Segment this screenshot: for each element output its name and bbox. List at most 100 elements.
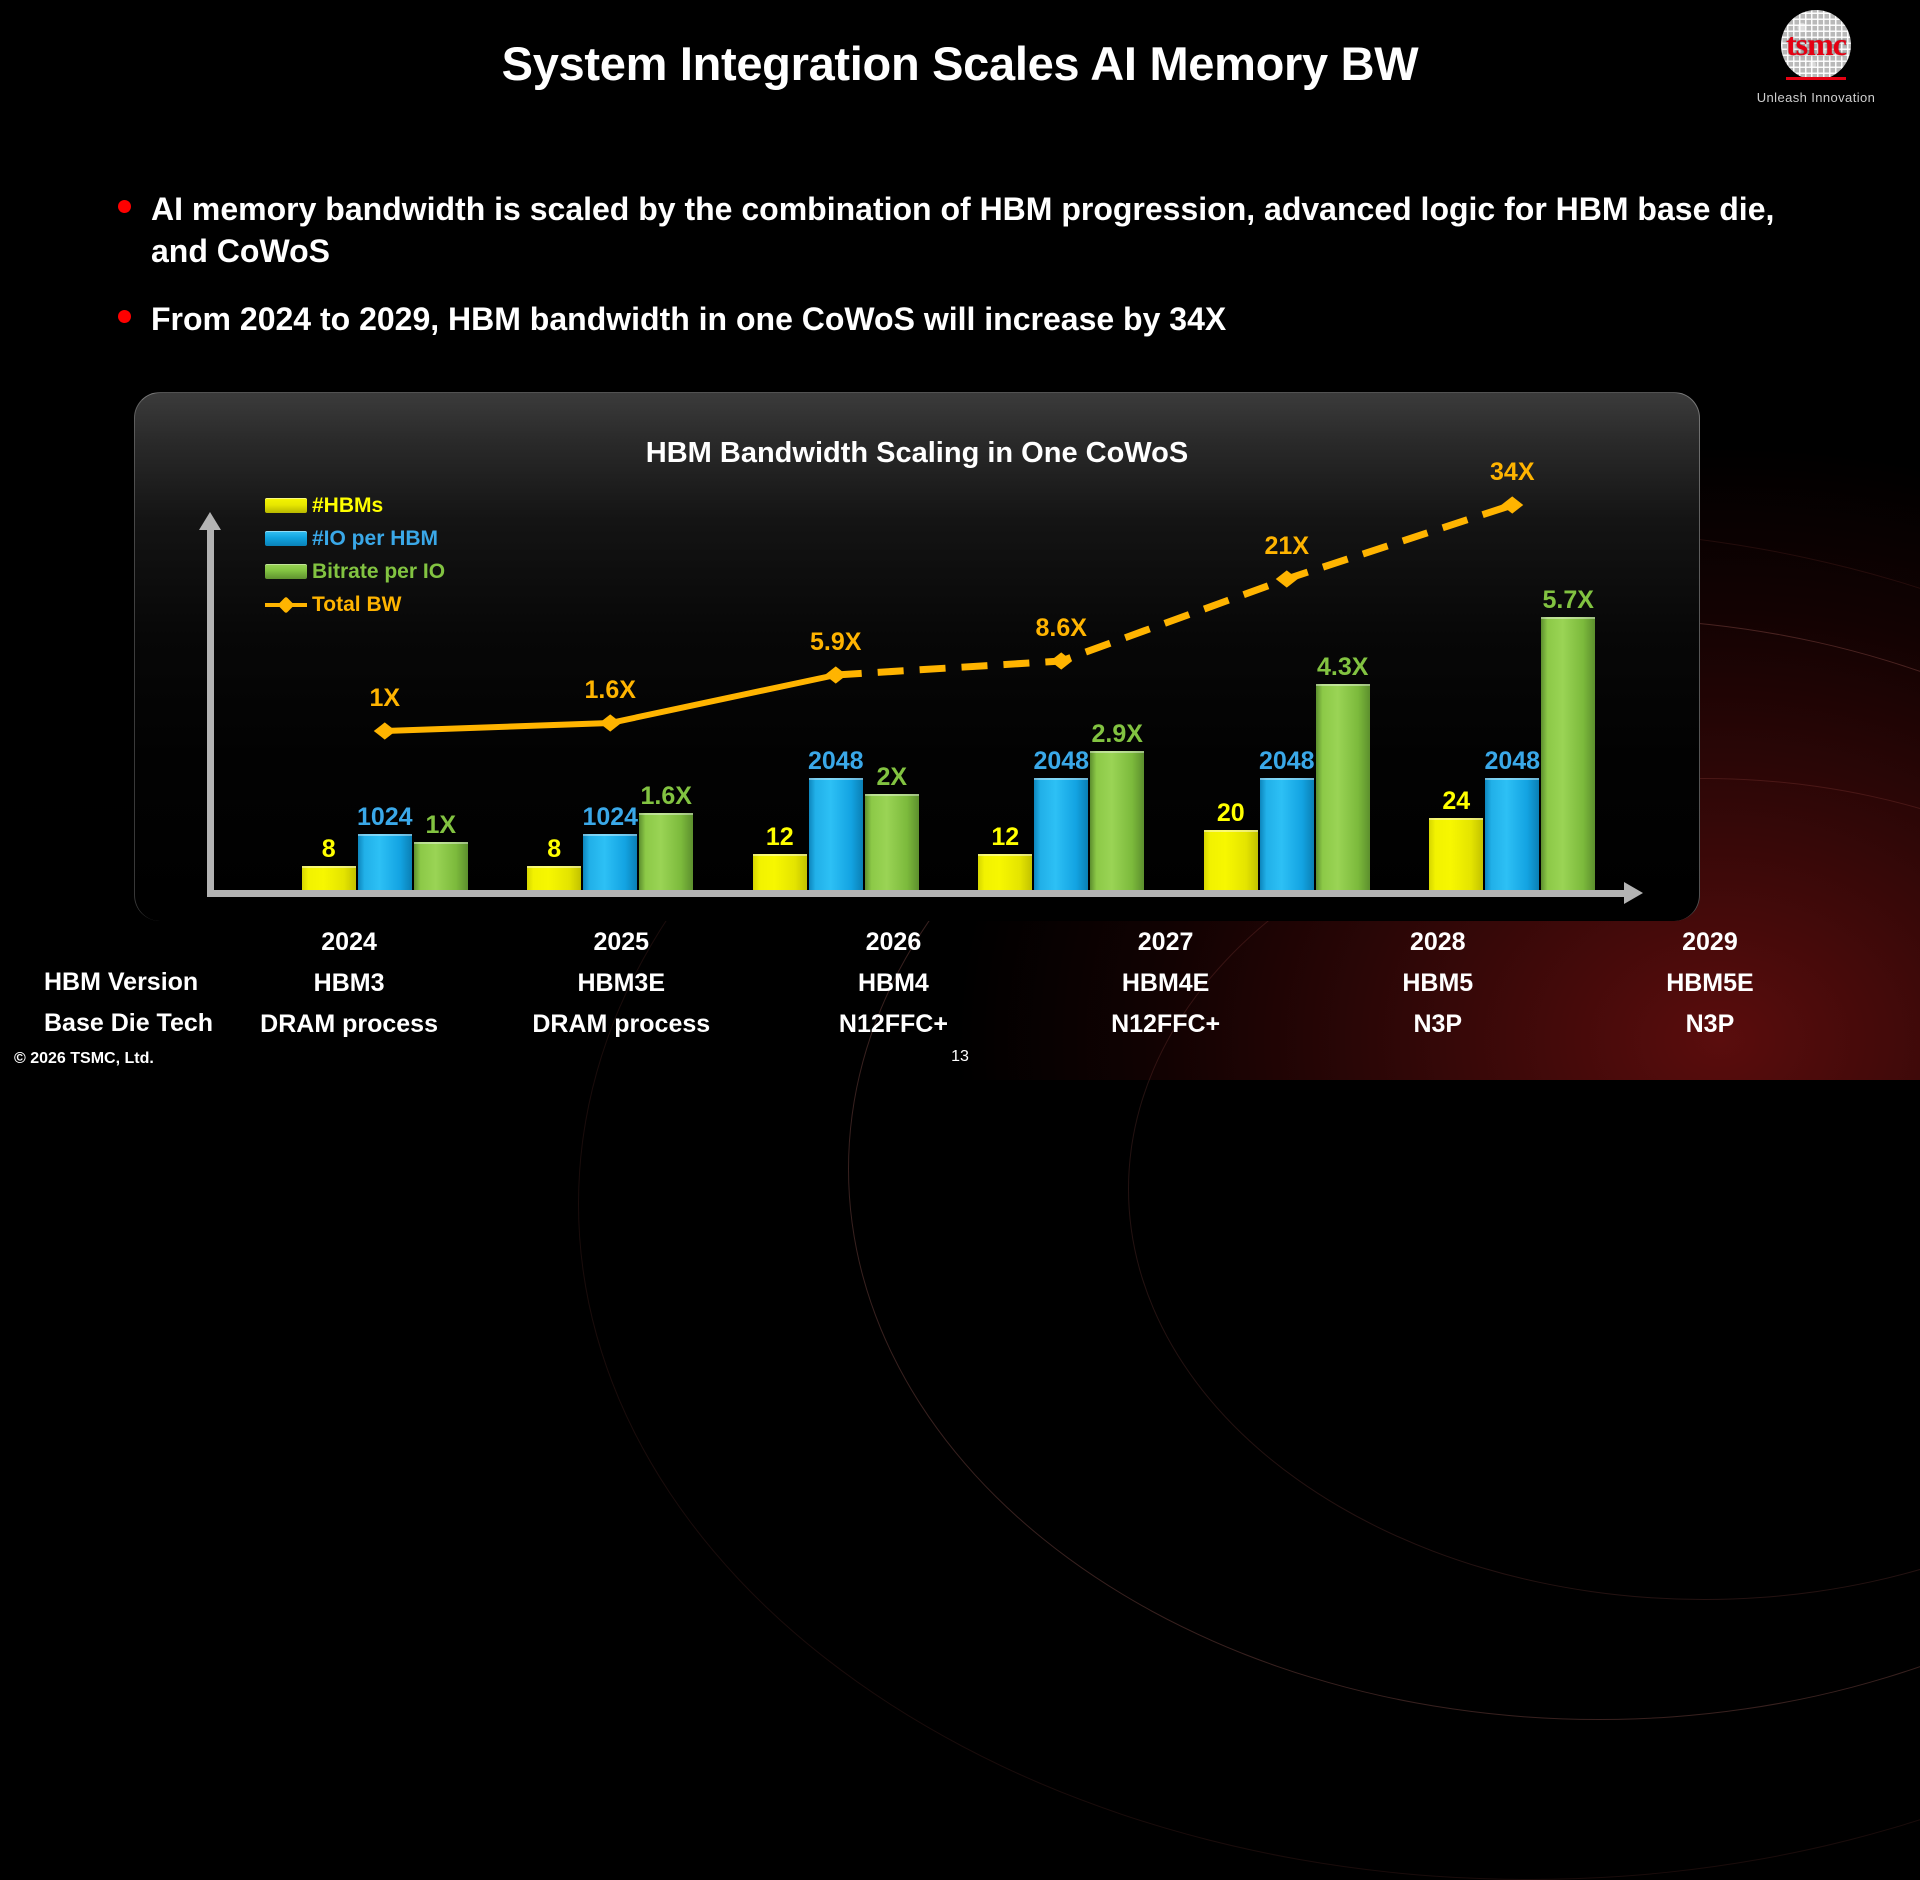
bar-stack: 12 2048 2X	[723, 449, 949, 890]
row-label-column: HBM Version Base Die Tech	[44, 968, 213, 1050]
plot-area: 8 1024 1X 8 1024 1.6X 12 2048 2X 12 2048 2.9X 20 2048…	[214, 449, 1667, 890]
legend-swatch-hbms	[265, 498, 307, 513]
bar-value-label: 2048	[1258, 747, 1315, 775]
x-label-base-die-tech: N12FFC+	[1111, 1010, 1221, 1038]
x-label-year: 2028	[1409, 928, 1466, 956]
logo-tagline: Unleash Innovation	[1756, 90, 1876, 105]
legend-item-totalbw: Total BW	[265, 588, 445, 621]
x-label-year: 2027	[1137, 928, 1194, 956]
bar-value-label: 2048	[1484, 747, 1541, 775]
x-label-hbm-version: HBM4	[858, 969, 929, 997]
legend-label: Bitrate per IO	[312, 559, 446, 583]
bar-io-per-hbm: 2048	[808, 747, 864, 890]
bar-value-label: 1024	[356, 803, 413, 831]
legend-label: #HBMs	[312, 493, 384, 517]
bullet-text: AI memory bandwidth is scaled by the com…	[151, 191, 1775, 270]
x-label-base-die-tech: DRAM process	[260, 1010, 438, 1038]
bar-value-label: 2048	[1033, 747, 1090, 775]
x-label-base-die-tech: DRAM process	[532, 1010, 711, 1038]
x-label-hbm-version: HBM3	[313, 969, 385, 997]
bar-group: 24 2048 5.7X	[1400, 449, 1626, 890]
bar-hbms: 8	[301, 835, 356, 890]
legend-item-bitrate: Bitrate per IO	[265, 555, 445, 588]
bar-stack: 8 1024 1.6X	[498, 449, 724, 890]
bar-io-per-hbm: 1024	[582, 803, 638, 890]
chart-legend: #HBMs #IO per HBM Bitrate per IO Total B…	[265, 489, 445, 621]
bar-bitrate-per-io: 5.7X	[1541, 586, 1596, 890]
bar-io-per-hbm: 2048	[1484, 747, 1540, 890]
chart-panel: HBM Bandwidth Scaling in One CoWoS #HBMs…	[134, 392, 1700, 921]
bar-value-label: 24	[1442, 787, 1471, 815]
x-label-year: 2024	[321, 928, 377, 956]
logo-mark: tsmc	[1770, 8, 1862, 86]
bar-groups: 8 1024 1X 8 1024 1.6X 12 2048 2X 12 2048 2.9X 20 2048…	[272, 449, 1625, 890]
bar-value-label: 1024	[582, 803, 639, 831]
legend-swatch-io	[265, 531, 307, 546]
bar-value-label: 4.3X	[1317, 653, 1369, 681]
wafer-icon	[1781, 10, 1851, 80]
bar-bitrate-per-io: 2.9X	[1090, 720, 1145, 890]
slide: tsmc Unleash Innovation System Integrati…	[0, 0, 1920, 1080]
bar-value-label: 8	[547, 835, 562, 863]
bar-io-per-hbm: 2048	[1033, 747, 1089, 890]
x-axis	[207, 882, 1643, 904]
row-label-base-die-tech: Base Die Tech	[44, 1009, 214, 1037]
x-label-column: 2029 HBM5E N3P	[1574, 928, 1846, 1039]
bar-value-label: 8	[321, 835, 336, 863]
legend-label: Total BW	[312, 592, 402, 616]
bar-group: 12 2048 2X	[723, 449, 949, 890]
bar-bitrate-per-io: 1.6X	[639, 782, 694, 890]
legend-item-io: #IO per HBM	[265, 522, 445, 555]
row-label-hbm-version: HBM Version	[44, 968, 199, 996]
total-bw-point-label: 1.6X	[584, 676, 636, 704]
bar-hbms: 12	[978, 823, 1033, 890]
bar-hbms: 20	[1203, 799, 1258, 890]
bar-stack: 12 2048 2.9X	[949, 449, 1175, 890]
list-item: From 2024 to 2029, HBM bandwidth in one …	[118, 298, 1818, 340]
x-axis-labels: 2024 HBM3 DRAM process 2025 HBM3E DRAM proces…	[213, 928, 1846, 1039]
bar-stack: 20 2048 4.3X	[1174, 449, 1400, 890]
tsmc-logo: tsmc Unleash Innovation	[1736, 8, 1896, 105]
legend-label: #IO per HBM	[312, 526, 439, 550]
y-axis	[199, 512, 221, 897]
x-label-hbm-version: HBM5E	[1666, 969, 1754, 997]
bar-value-label: 20	[1216, 799, 1245, 827]
total-bw-point-label: 5.9X	[810, 628, 862, 656]
bar-value-label: 1.6X	[640, 782, 692, 810]
bar-hbms: 12	[752, 823, 807, 890]
bar-hbms: 24	[1429, 787, 1484, 890]
bar-group: 12 2048 2.9X	[949, 449, 1175, 890]
x-label-year: 2025	[593, 928, 650, 956]
list-item: AI memory bandwidth is scaled by the com…	[118, 188, 1818, 272]
legend-swatch-totalbw	[265, 597, 307, 612]
x-label-hbm-version: HBM4E	[1121, 969, 1210, 997]
x-label-column: 2025 HBM3E DRAM process	[485, 928, 757, 1039]
page-title: System Integration Scales AI Memory BW	[501, 37, 1419, 90]
x-label-hbm-version: HBM3E	[577, 969, 666, 997]
x-label-column: 2026 HBM4 N12FFC+	[757, 928, 1029, 1039]
x-label-year: 2026	[865, 928, 922, 956]
bar-stack: 24 2048 5.7X	[1400, 449, 1626, 890]
legend-item-hbms: #HBMs	[265, 489, 445, 522]
x-label-base-die-tech: N3P	[1413, 1010, 1463, 1038]
bar-group: 8 1024 1X	[272, 449, 498, 890]
x-label-hbm-version: HBM5	[1402, 969, 1474, 997]
x-label-year: 2029	[1682, 928, 1738, 956]
bar-value-label: 12	[765, 823, 794, 851]
x-label-column: 2027 HBM4E N12FFC+	[1030, 928, 1302, 1039]
bar-hbms: 8	[527, 835, 582, 890]
bullet-dot-icon	[118, 200, 131, 213]
bar-stack: 8 1024 1X	[272, 449, 498, 890]
x-label-column: 2028 HBM5 N3P	[1302, 928, 1574, 1039]
bar-value-label: 12	[991, 823, 1020, 851]
logo-underline	[1786, 77, 1846, 80]
bar-value-label: 2048	[807, 747, 864, 775]
bar-io-per-hbm: 1024	[357, 803, 413, 890]
bar-group: 8 1024 1.6X	[498, 449, 724, 890]
bullet-dot-icon	[118, 310, 131, 324]
bar-bitrate-per-io: 1X	[413, 811, 468, 890]
bar-value-label: 5.7X	[1542, 586, 1594, 614]
bar-bitrate-per-io: 2X	[864, 763, 919, 890]
footer-copyright: © 2026 TSMC, Ltd.	[14, 1050, 154, 1067]
bullet-list: AI memory bandwidth is scaled by the com…	[118, 188, 1818, 367]
